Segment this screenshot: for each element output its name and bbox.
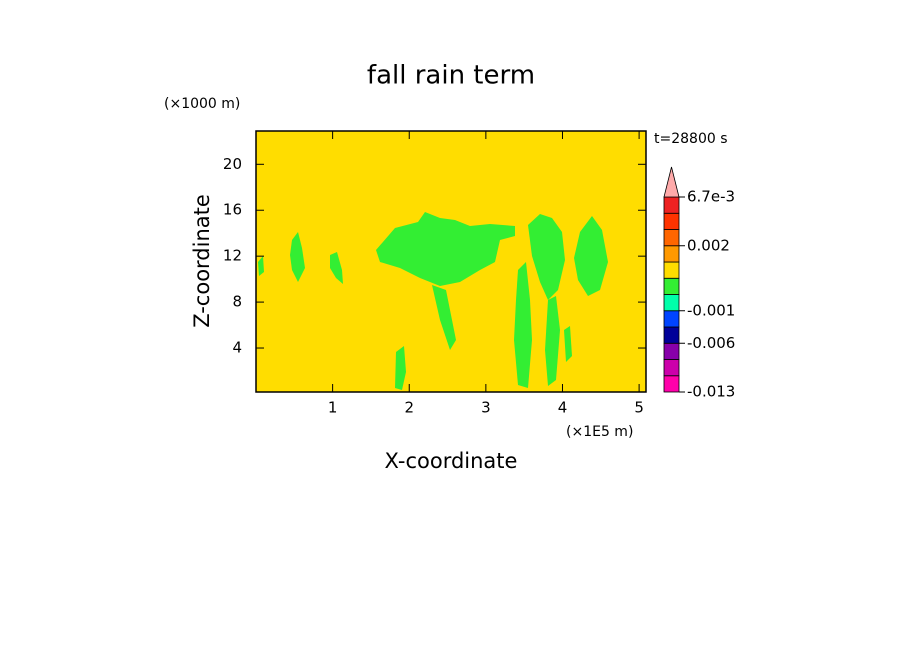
x-tick-label: 5 <box>634 399 644 417</box>
y-tick-label: 12 <box>223 247 242 265</box>
contour-region <box>330 252 343 284</box>
colorbar-label: -0.013 <box>687 383 735 401</box>
colorbar-segment <box>663 359 680 377</box>
contour-region <box>574 216 608 296</box>
time-label: t=28800 s <box>654 131 728 147</box>
contour-region <box>564 326 572 362</box>
x-axis-label: X-coordinate <box>385 449 518 473</box>
contour-regions <box>258 212 608 390</box>
colorbar-segment <box>663 326 680 344</box>
y-tick-label: 4 <box>232 339 242 357</box>
x-tick-label: 2 <box>404 399 414 417</box>
colorbar-segment <box>663 261 680 279</box>
contour-region <box>376 212 515 286</box>
colorbar-segment <box>663 375 680 393</box>
colorbar-segment <box>663 310 680 328</box>
contour-region <box>545 296 560 386</box>
x-tick-label: 4 <box>558 399 568 417</box>
y-axis-label: Z-coordinate <box>190 194 214 328</box>
contour-region <box>514 262 532 388</box>
chart-title: fall rain term <box>367 61 535 91</box>
colorbar-segment <box>663 196 680 214</box>
colorbar-segment <box>663 212 680 230</box>
contour-region <box>395 346 406 390</box>
colorbar-extension <box>663 166 680 198</box>
x-tick-label: 3 <box>481 399 491 417</box>
contour-region <box>528 214 565 300</box>
colorbar-label: 0.002 <box>687 236 730 254</box>
x-tick-label: 1 <box>328 399 338 417</box>
colorbar-label: 6.7e-3 <box>687 188 735 206</box>
colorbar-segment <box>663 294 680 312</box>
colorbar-segment <box>663 229 680 247</box>
contour-region <box>432 285 456 350</box>
colorbar-segment <box>663 342 680 360</box>
colorbar-label: -0.001 <box>687 301 735 319</box>
y-unit: (×1000 m) <box>164 96 240 112</box>
colorbar-label: -0.006 <box>687 334 735 352</box>
colorbar-segment <box>663 245 680 263</box>
y-tick-label: 20 <box>223 155 242 173</box>
contour-region <box>258 256 264 276</box>
colorbar-segment <box>663 277 680 295</box>
y-tick-label: 8 <box>232 293 242 311</box>
x-unit: (×1E5 m) <box>566 424 633 440</box>
plot-frame <box>255 130 647 393</box>
contour-region <box>290 232 305 282</box>
y-tick-label: 16 <box>223 201 242 219</box>
